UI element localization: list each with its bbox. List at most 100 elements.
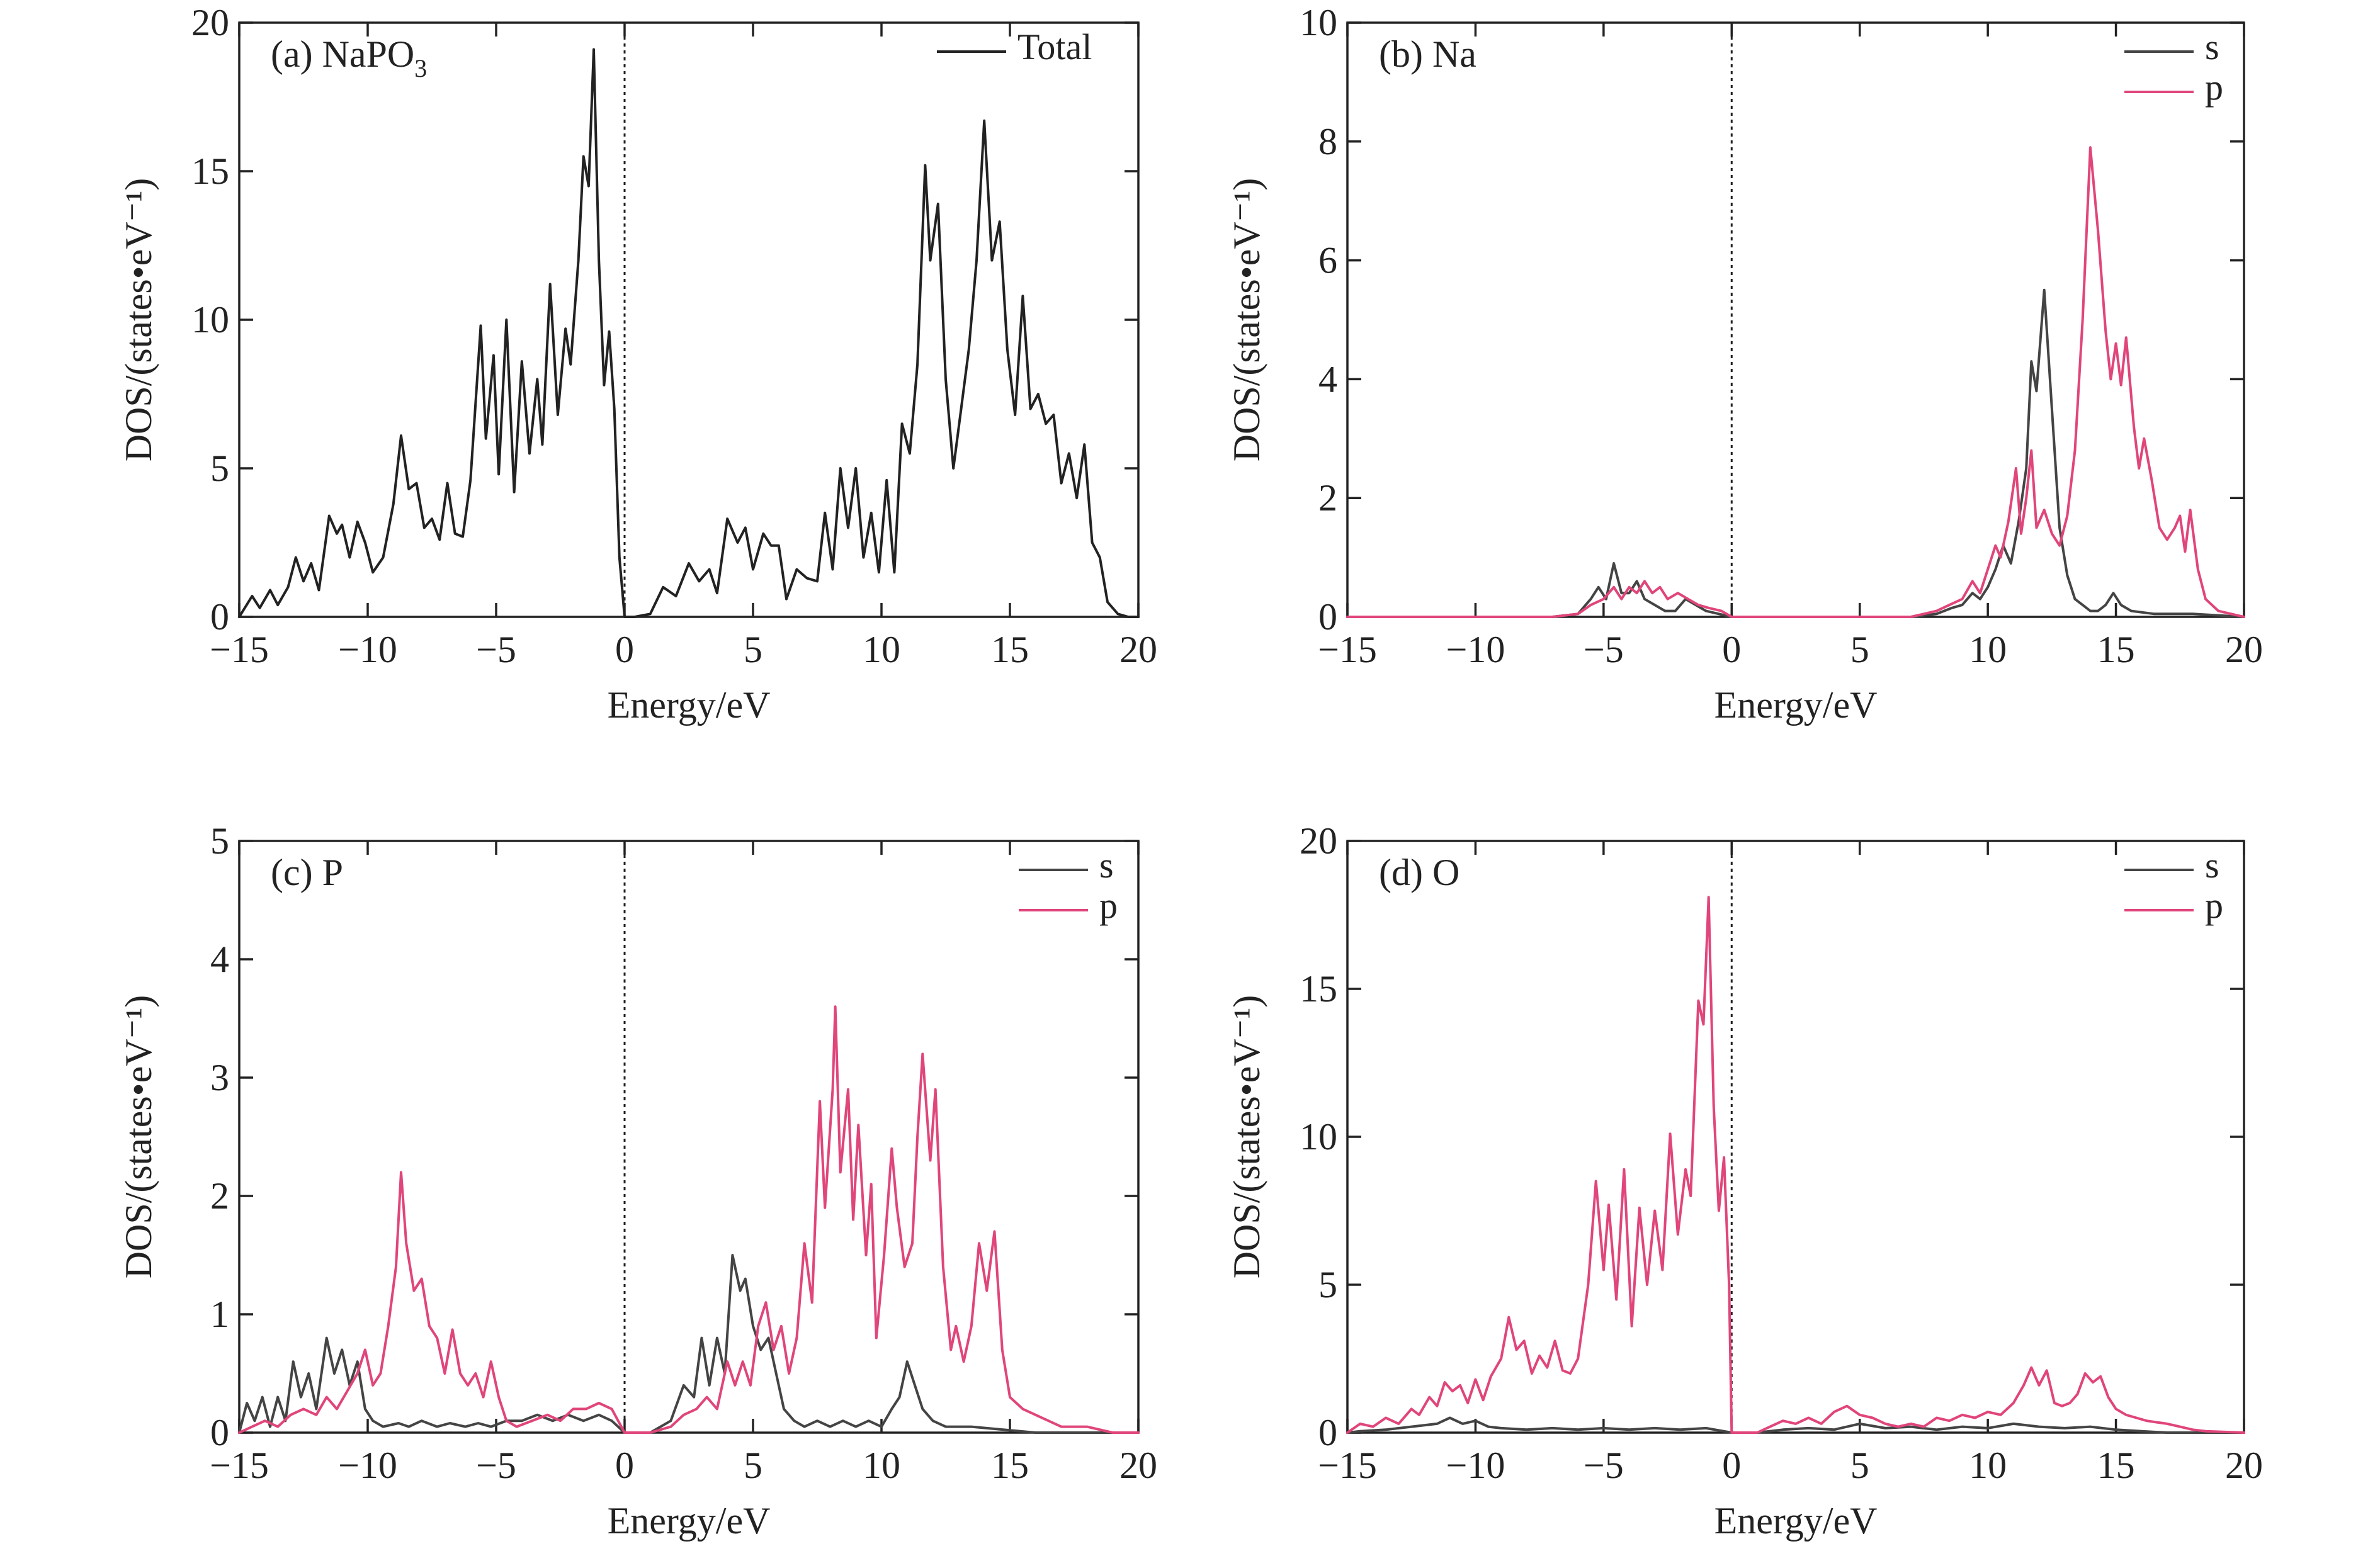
panel-d-y-tick-label: 5	[1318, 1264, 1337, 1305]
panel-a-y-tick-label: 0	[210, 596, 229, 638]
panel-d-legend: sp	[2124, 845, 2223, 926]
panel-d: −15 −10 −5 0 5 10 15 20 0 5 10 15 20 (d) O Energy/eV…	[1226, 820, 2263, 1542]
panel-a: −15 −10 −5 0 5 10 15 20 0 5 10 15 20 (a) NaPO3 Energ…	[118, 2, 1157, 726]
panel-a-x-axis-title: Energy/eV	[608, 684, 771, 726]
panel-b-legend: sp	[2124, 26, 2223, 108]
panel-a-x-tick-label: −15	[210, 629, 269, 670]
panel-c-y-tick-label: 2	[210, 1175, 229, 1217]
panel-a-label-text: (a) NaPO	[271, 33, 414, 75]
panel-c-axes: −15 −10 −5 0 5 10 15 20 0 1 2 3 4 5	[210, 820, 1157, 1486]
panel-a-x-tick-label: 10	[863, 629, 900, 670]
panel-a-y-tick-label: 10	[191, 299, 229, 341]
panel-b-x-axis-title: Energy/eV	[1714, 684, 1878, 726]
panel-c-x-tick-label: 5	[744, 1445, 762, 1486]
panel-b-x-tick-label: −5	[1584, 629, 1624, 670]
panel-a-label: (a) NaPO3	[271, 33, 427, 82]
panel-c-y-tick-label: 3	[210, 1057, 229, 1098]
panel-a-label-subscript: 3	[414, 54, 427, 82]
panel-b-y-axis-title: DOS/(states•eV⁻¹)	[1226, 178, 1267, 462]
panel-b-legend-label-p: p	[2205, 67, 2223, 108]
panel-d-x-tick-label: −10	[1446, 1445, 1505, 1486]
panel-b-y-tick-label: 2	[1318, 477, 1337, 519]
panel-b-y-tick-label: 6	[1318, 240, 1337, 281]
panel-d-y-tick-label: 20	[1300, 820, 1337, 862]
panel-d-y-tick-label: 15	[1300, 968, 1337, 1010]
panel-b-x-tick-label: 5	[1850, 629, 1869, 670]
panel-c-label: (c) P	[271, 852, 343, 893]
panel-c-y-tick-label: 4	[210, 939, 229, 980]
panel-a-x-tick-label: 5	[744, 629, 762, 670]
panel-c-series	[238, 1005, 1140, 1434]
panel-c-x-tick-label: 15	[991, 1445, 1029, 1486]
panel-d-x-tick-label: 5	[1850, 1445, 1869, 1486]
panel-b-y-tick-label: 8	[1318, 121, 1337, 162]
panel-c: −15 −10 −5 0 5 10 15 20 0 1 2 3 4 5 (c) P Energy/eV D…	[118, 820, 1157, 1542]
panel-a-series	[238, 48, 1140, 618]
panel-c-x-tick-label: 10	[863, 1445, 900, 1486]
panel-c-frame	[238, 840, 1140, 1434]
panel-c-x-tick-label: −10	[338, 1445, 397, 1486]
panel-b-series-p-line	[1346, 146, 2245, 618]
panel-b-label: (b) Na	[1379, 33, 1476, 75]
panel-d-legend-label-s: s	[2205, 845, 2219, 886]
panel-c-x-tick-label: 0	[615, 1445, 634, 1486]
panel-c-legend-label-s: s	[1099, 845, 1114, 886]
panel-d-legend-label-p: p	[2205, 885, 2223, 926]
panel-d-series	[1346, 896, 2245, 1434]
panel-c-y-tick-label: 1	[210, 1294, 229, 1335]
panel-d-label: (d) O	[1379, 852, 1459, 893]
panel-d-x-tick-label: 10	[1969, 1445, 2007, 1486]
panel-c-series-p-line	[238, 1005, 1140, 1434]
panel-d-axes: −15 −10 −5 0 5 10 15 20 0 5 10 15 20	[1300, 820, 2263, 1486]
panel-b-y-tick-label: 10	[1300, 2, 1337, 43]
panel-b: −15 −10 −5 0 5 10 15 20 0 2 4 6 8 10 (b) Na Energy/eV…	[1226, 2, 2263, 726]
panel-b-x-tick-label: 0	[1722, 629, 1741, 670]
panel-a-y-tick-label: 20	[191, 2, 229, 43]
panel-a-legend: Total	[937, 26, 1092, 67]
panel-a-y-axis-title: DOS/(states•eV⁻¹)	[118, 178, 159, 462]
panel-d-x-tick-label: 0	[1722, 1445, 1741, 1486]
panel-c-x-axis-title: Energy/eV	[608, 1500, 771, 1542]
panel-a-legend-label-total: Total	[1017, 26, 1092, 67]
panel-c-label-text: (c) P	[271, 852, 343, 893]
panel-c-x-tick-label: −5	[476, 1445, 516, 1486]
panel-d-x-axis-title: Energy/eV	[1714, 1500, 1878, 1542]
panel-b-x-tick-label: −10	[1446, 629, 1505, 670]
panel-b-series	[1346, 146, 2245, 618]
panel-d-x-tick-label: 15	[2097, 1445, 2135, 1486]
panel-d-x-tick-label: 20	[2225, 1445, 2263, 1486]
panel-b-y-tick-label: 0	[1318, 596, 1337, 638]
panel-b-x-tick-label: −15	[1318, 629, 1377, 670]
panel-b-x-tick-label: 20	[2225, 629, 2263, 670]
panel-a-axes: −15 −10 −5 0 5 10 15 20 0 5 10 15 20	[191, 2, 1157, 670]
panel-c-y-axis-title: DOS/(states•eV⁻¹)	[118, 995, 159, 1279]
panel-b-label-text: (b) Na	[1379, 33, 1476, 75]
panel-a-y-tick-label: 15	[191, 150, 229, 192]
panel-a-x-tick-label: 15	[991, 629, 1029, 670]
panel-c-legend: sp	[1019, 845, 1118, 926]
panel-a-x-tick-label: 0	[615, 629, 634, 670]
panel-b-legend-label-s: s	[2205, 26, 2219, 67]
panel-b-series-s-line	[1346, 288, 2245, 618]
panel-d-y-tick-label: 0	[1318, 1412, 1337, 1453]
panel-d-series-p-line	[1346, 896, 2245, 1434]
panel-d-x-tick-label: −5	[1584, 1445, 1624, 1486]
panel-d-y-axis-title: DOS/(states•eV⁻¹)	[1226, 995, 1267, 1279]
panel-a-x-tick-label: −10	[338, 629, 397, 670]
panel-a-x-tick-label: 20	[1119, 629, 1157, 670]
panel-c-y-tick-label: 0	[210, 1412, 229, 1453]
panel-c-legend-label-p: p	[1099, 885, 1118, 926]
panel-c-y-tick-label: 5	[210, 820, 229, 862]
panel-a-series-total-line	[238, 48, 1140, 618]
panel-c-x-tick-label: −15	[210, 1445, 269, 1486]
panel-b-x-tick-label: 15	[2097, 629, 2135, 670]
panel-d-y-tick-label: 10	[1300, 1116, 1337, 1158]
panel-d-x-tick-label: −15	[1318, 1445, 1377, 1486]
panel-a-y-tick-label: 5	[210, 448, 229, 489]
panel-b-y-tick-label: 4	[1318, 358, 1337, 400]
panel-b-x-tick-label: 10	[1969, 629, 2007, 670]
panel-c-x-tick-label: 20	[1119, 1445, 1157, 1486]
panel-d-label-text: (d) O	[1379, 852, 1459, 893]
